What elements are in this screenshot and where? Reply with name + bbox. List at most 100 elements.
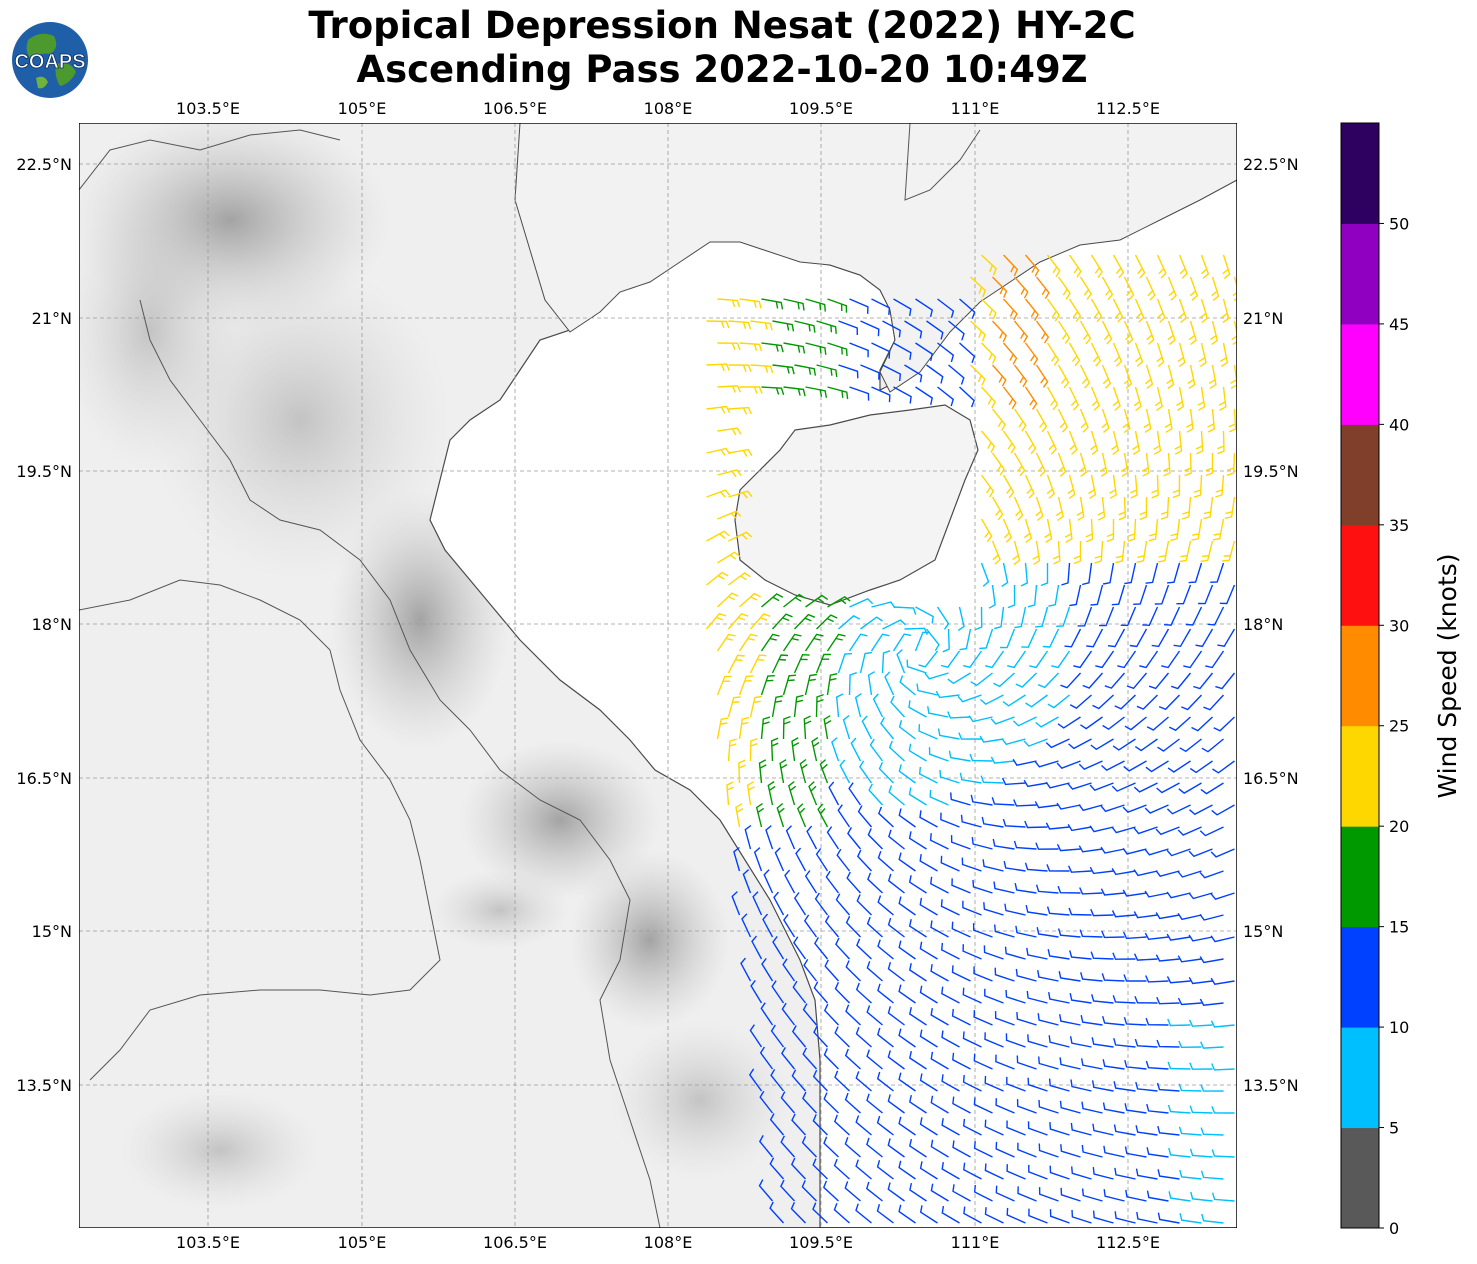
wind-barb <box>963 1206 982 1224</box>
wind-barb <box>1064 628 1082 648</box>
wind-barb <box>1189 760 1213 774</box>
wind-barb <box>1139 650 1159 669</box>
wind-barb <box>970 794 993 806</box>
wind-barb <box>948 320 965 341</box>
wind-barb <box>1078 452 1088 478</box>
wind-barb <box>1059 1100 1081 1114</box>
wind-barb <box>926 364 944 384</box>
wind-barb <box>1203 694 1225 711</box>
wind-barb <box>731 891 741 916</box>
wind-barb <box>940 812 960 828</box>
wind-barb <box>958 732 982 740</box>
wind-barb <box>1037 969 1059 982</box>
wind-barb <box>812 1202 828 1224</box>
wind-barb <box>940 899 960 916</box>
wind-barb <box>808 781 818 806</box>
wind-barb <box>1178 254 1188 279</box>
wind-barb <box>1177 826 1202 836</box>
wind-barb <box>961 857 982 872</box>
wind-barb <box>1101 320 1113 345</box>
wind-barb <box>1184 452 1192 477</box>
wind-barb <box>1166 804 1191 815</box>
wind-barb <box>1016 1099 1037 1114</box>
wind-barb <box>1002 254 1019 277</box>
wind-barb <box>844 1092 861 1114</box>
wind-barb <box>845 960 861 982</box>
wind-barb <box>849 298 869 314</box>
colorbar-title: Wind Speed (knots) <box>1433 553 1462 798</box>
wind-barb <box>908 700 927 718</box>
wind-barb <box>770 737 779 762</box>
wind-barb <box>849 342 869 358</box>
wind-barb <box>1002 694 1026 707</box>
wind-barb <box>1014 606 1027 629</box>
wind-barb <box>1102 1102 1125 1114</box>
wind-barb <box>1069 584 1082 607</box>
wind-barb <box>1141 452 1150 477</box>
wind-barb <box>1025 694 1048 708</box>
wind-barb <box>1170 672 1192 690</box>
wind-barb <box>717 510 742 520</box>
wind-barb <box>833 1158 850 1180</box>
wind-barb <box>1123 276 1135 301</box>
wind-barb <box>877 806 894 828</box>
wind-barb <box>783 298 805 311</box>
wind-barb <box>909 1094 927 1114</box>
lon-label: 111°E <box>951 99 1000 118</box>
wind-barb <box>888 785 905 806</box>
wind-barb <box>1144 804 1169 814</box>
wind-barb <box>727 738 737 762</box>
wind-barb <box>1166 933 1191 941</box>
wind-barb <box>1188 892 1213 900</box>
wind-barb <box>805 386 828 398</box>
wind-barb <box>1001 777 1026 786</box>
wind-barb <box>706 320 730 329</box>
wind-barb <box>1102 716 1125 731</box>
wind-barb <box>1101 364 1112 389</box>
wind-barb <box>1028 1208 1048 1224</box>
wind-barb <box>984 988 1004 1004</box>
lat-label: 18°N <box>1243 615 1283 634</box>
wind-barb <box>761 593 784 608</box>
wind-barb <box>1014 882 1037 894</box>
wind-barb <box>1077 606 1093 627</box>
wind-barb <box>1217 430 1225 455</box>
wind-barb <box>1035 606 1049 628</box>
wind-barb <box>1212 760 1235 774</box>
wind-barb <box>1013 320 1029 343</box>
wind-barb <box>1068 738 1092 750</box>
colorbar-segment <box>1341 1027 1379 1129</box>
wind-barb <box>835 893 851 916</box>
wind-barb <box>750 320 773 331</box>
wind-barb <box>1155 870 1180 877</box>
wind-barb <box>1156 342 1165 368</box>
colorbar-label: 25 <box>1389 717 1409 736</box>
wind-barb <box>838 364 859 379</box>
wind-barb <box>1153 430 1162 455</box>
wind-barb <box>705 612 727 630</box>
wind-barb <box>1114 1167 1136 1180</box>
wind-barb <box>1145 1060 1169 1070</box>
wind-barb <box>1091 994 1114 1004</box>
wind-barb <box>882 364 902 382</box>
wind-barb <box>1095 650 1115 669</box>
wind-barb <box>706 363 730 372</box>
wind-barb <box>908 743 927 762</box>
wind-barb <box>717 342 741 351</box>
wind-barb <box>805 594 829 608</box>
wind-barb <box>1079 408 1089 433</box>
wind-barb <box>782 715 791 740</box>
wind-barb <box>952 1140 971 1158</box>
wind-barb <box>893 342 912 360</box>
wind-barb <box>1134 342 1144 367</box>
wind-barb <box>991 452 1005 476</box>
wind-barb <box>833 1202 850 1224</box>
wind-barb <box>1156 254 1167 279</box>
wind-barb <box>887 1182 905 1202</box>
colorbar-segment <box>1341 524 1379 626</box>
wind-barb <box>1222 254 1231 279</box>
wind-barb <box>1015 925 1037 938</box>
wind-barb <box>1199 870 1224 879</box>
wind-barb <box>728 531 753 542</box>
wind-barb <box>771 654 789 674</box>
